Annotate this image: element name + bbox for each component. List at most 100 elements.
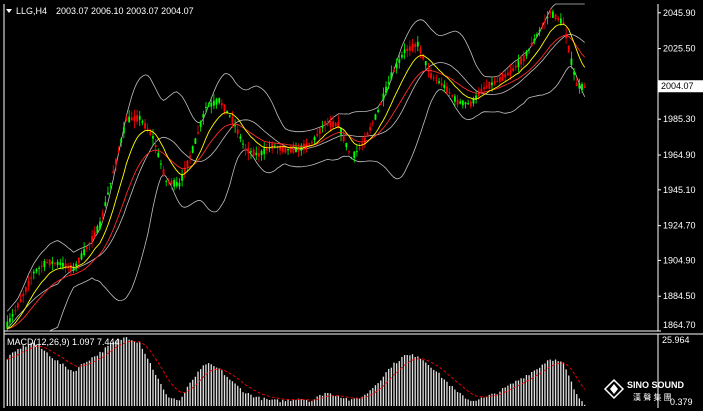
candle (136, 109, 139, 125)
candle-body (575, 83, 578, 87)
candle (438, 77, 440, 85)
candle-body (165, 180, 168, 182)
candle-body (292, 146, 295, 153)
candle (130, 111, 133, 121)
candle-body (514, 65, 517, 68)
candle (575, 77, 578, 87)
candle-body (385, 86, 387, 94)
candle-body (93, 231, 96, 238)
candle (46, 258, 48, 264)
candle (284, 146, 287, 154)
candle-body (369, 127, 372, 131)
candle-body (316, 133, 319, 136)
candle-body (122, 127, 125, 134)
candle-body (358, 147, 361, 149)
candle (549, 8, 552, 19)
candle-body (191, 146, 194, 153)
candle-body (125, 118, 128, 122)
candle-body (24, 287, 27, 292)
candle-body (573, 71, 576, 75)
candle-body (72, 267, 75, 271)
candle (557, 16, 560, 23)
candle (250, 147, 252, 159)
candle-body (199, 121, 202, 127)
candle (91, 229, 93, 248)
candle-body (141, 121, 144, 123)
candle-body (475, 95, 478, 100)
candle (504, 70, 507, 82)
candle-body (160, 163, 162, 165)
candle (424, 60, 427, 70)
candle-body (461, 100, 464, 106)
candle (175, 176, 178, 189)
candle-body (247, 147, 250, 154)
candle-body (32, 271, 35, 274)
candle-body (332, 121, 335, 128)
candle-body (112, 171, 115, 174)
candle-body (96, 226, 99, 234)
candle (562, 16, 565, 25)
candle (573, 67, 576, 81)
candle (337, 115, 340, 129)
moving-averages (7, 23, 586, 330)
candle (461, 100, 464, 109)
candle (133, 109, 136, 129)
candle-body (559, 18, 562, 24)
candle (403, 43, 406, 60)
candle-body (565, 33, 568, 39)
candle (512, 64, 515, 73)
candle (160, 159, 162, 170)
candle (128, 110, 131, 124)
collapse-arrow-icon[interactable] (6, 9, 12, 13)
candle-body (146, 128, 149, 131)
candle (469, 99, 472, 109)
macd-bottom-value: 0.379 (670, 397, 693, 407)
candle (228, 114, 231, 119)
candle-body (321, 126, 324, 128)
candle-body (27, 280, 30, 287)
candle-body (438, 81, 440, 83)
candle (107, 186, 109, 196)
candle (496, 75, 499, 83)
candle-body (546, 16, 549, 18)
candle-body (345, 142, 348, 148)
candle-body (464, 102, 467, 105)
candle-body (390, 72, 393, 80)
bollinger-upper-line (6, 3, 585, 312)
candle (199, 120, 202, 132)
candle (419, 45, 422, 59)
candle (501, 72, 504, 81)
candle (109, 182, 112, 190)
candle-body (59, 262, 62, 265)
candle-body (85, 247, 88, 249)
candle (59, 258, 62, 270)
candle-body (133, 115, 136, 122)
candle-body (308, 143, 311, 145)
candle (239, 133, 242, 143)
candle-body (318, 128, 321, 134)
candle-body (541, 26, 544, 28)
candle (157, 148, 160, 158)
candle (385, 81, 387, 96)
price-tick-label: 2045.90 (663, 8, 696, 18)
candle-body (255, 152, 258, 155)
candle (430, 67, 432, 80)
candle-body (157, 152, 160, 157)
candle-body (427, 67, 430, 72)
candle-body (583, 86, 586, 88)
candle-body (287, 148, 289, 151)
bollinger-bands (6, 3, 586, 332)
candle (321, 120, 324, 133)
macd-label: MACD(12,26,9) 1.097 7.444 (7, 337, 120, 347)
candle (546, 11, 549, 25)
candle-body (459, 101, 462, 104)
candle-body (395, 63, 398, 69)
candle (581, 82, 583, 93)
candle (348, 150, 350, 155)
candle-body (348, 151, 350, 153)
candle-body (279, 145, 282, 151)
candle-body (54, 262, 56, 264)
candle-body (448, 91, 451, 94)
